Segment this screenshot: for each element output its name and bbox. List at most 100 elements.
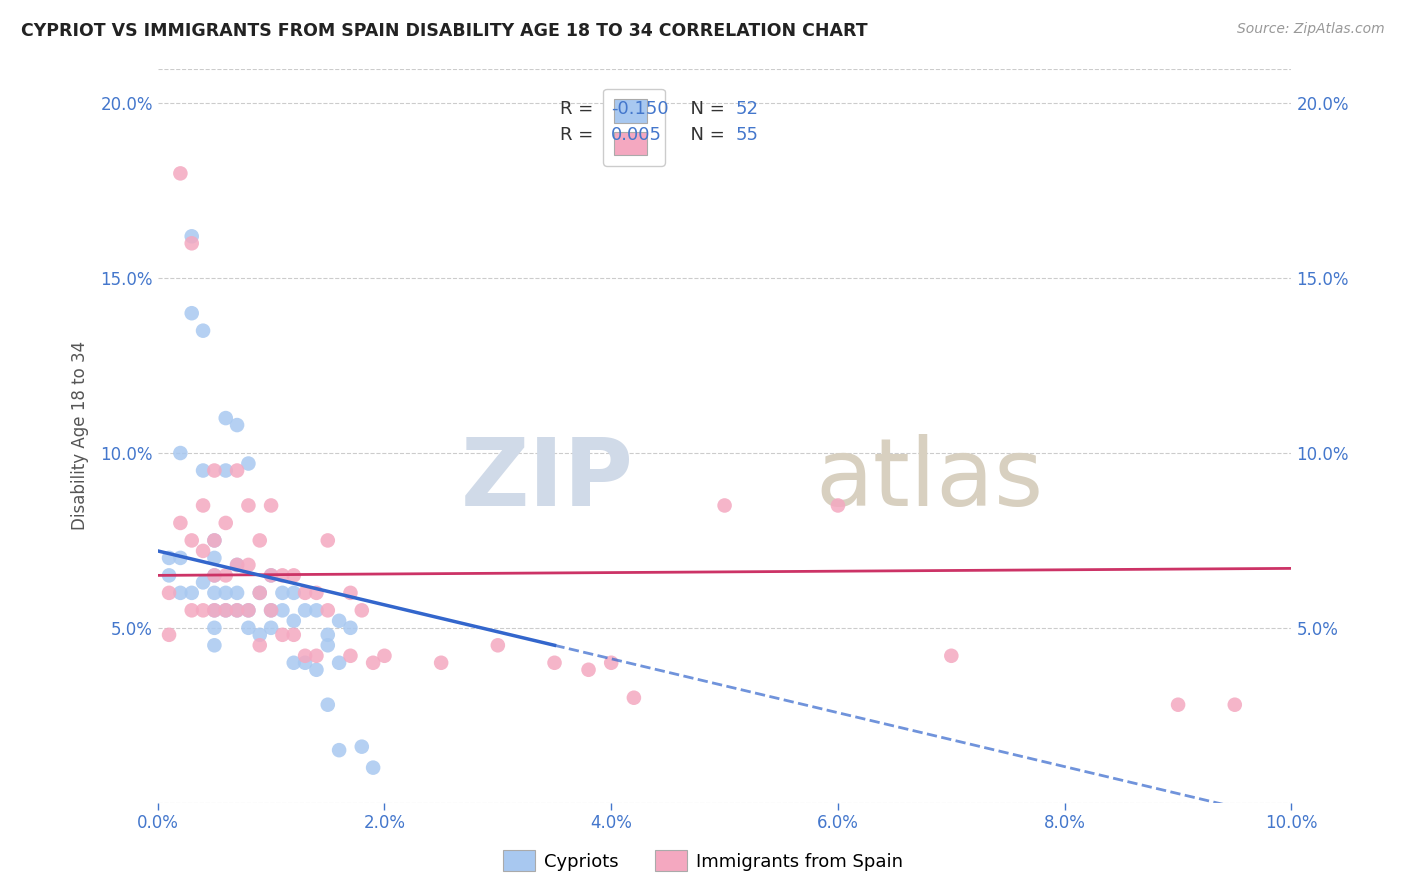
Point [169,586,191,600]
Point [283,656,305,670]
Point [226,603,249,617]
Point [202,550,225,565]
Point [215,516,238,530]
Point [271,568,294,582]
Point [226,586,249,600]
Point [215,568,238,582]
Point [180,586,202,600]
Point [486,638,509,652]
Point [600,656,623,670]
Point [305,603,328,617]
Point [226,558,249,572]
Point [305,648,328,663]
Point [260,568,283,582]
Point [191,324,214,338]
Point [249,628,271,642]
Point [623,690,645,705]
Point [157,550,180,565]
Point [169,550,191,565]
Text: 52: 52 [735,100,759,118]
Point [578,663,600,677]
Text: Source: ZipAtlas.com: Source: ZipAtlas.com [1237,22,1385,37]
Point [202,568,225,582]
Point [157,628,180,642]
Point [226,418,249,433]
Point [238,499,260,513]
Text: 55: 55 [735,126,759,144]
Point [1167,698,1189,712]
Point [713,499,735,513]
Point [169,516,191,530]
Point [191,544,214,558]
Text: R =: R = [560,126,599,144]
Point [430,656,453,670]
Point [238,603,260,617]
Point [202,533,225,548]
Point [294,656,316,670]
Text: 0.005: 0.005 [612,126,662,144]
Point [294,603,316,617]
Point [283,586,305,600]
Point [169,446,191,460]
Point [827,499,849,513]
Point [238,603,260,617]
Point [169,166,191,180]
Point [543,656,565,670]
Y-axis label: Disability Age 18 to 34: Disability Age 18 to 34 [72,341,89,530]
Point [316,638,339,652]
Point [202,586,225,600]
Point [191,603,214,617]
Point [215,463,238,477]
Text: atlas: atlas [815,434,1043,525]
Point [226,603,249,617]
Point [180,229,202,244]
Point [191,575,214,590]
Point [260,603,283,617]
Point [294,648,316,663]
Point [373,648,395,663]
Legend: , : , [603,88,665,166]
Point [249,586,271,600]
Text: ZIP: ZIP [461,434,634,525]
Point [316,628,339,642]
Point [294,586,316,600]
Point [305,663,328,677]
Point [249,586,271,600]
Text: -0.150: -0.150 [612,100,669,118]
Text: R =: R = [560,100,599,118]
Point [202,603,225,617]
Point [180,306,202,320]
Point [941,648,963,663]
Point [328,656,350,670]
Point [339,586,361,600]
Point [316,698,339,712]
Point [157,586,180,600]
Point [271,628,294,642]
Point [339,621,361,635]
Point [249,533,271,548]
Point [283,628,305,642]
Point [202,603,225,617]
Point [305,586,328,600]
Point [226,463,249,477]
Point [316,533,339,548]
Point [215,603,238,617]
Point [202,568,225,582]
Legend: Cypriots, Immigrants from Spain: Cypriots, Immigrants from Spain [495,843,911,879]
Point [157,568,180,582]
Point [215,411,238,425]
Point [283,568,305,582]
Point [238,457,260,471]
Point [260,568,283,582]
Point [361,656,384,670]
Point [339,648,361,663]
Point [249,638,271,652]
Point [202,638,225,652]
Point [361,761,384,775]
Text: CYPRIOT VS IMMIGRANTS FROM SPAIN DISABILITY AGE 18 TO 34 CORRELATION CHART: CYPRIOT VS IMMIGRANTS FROM SPAIN DISABIL… [21,22,868,40]
Point [271,586,294,600]
Point [350,603,373,617]
Text: N =: N = [679,100,731,118]
Point [1223,698,1246,712]
Point [328,614,350,628]
